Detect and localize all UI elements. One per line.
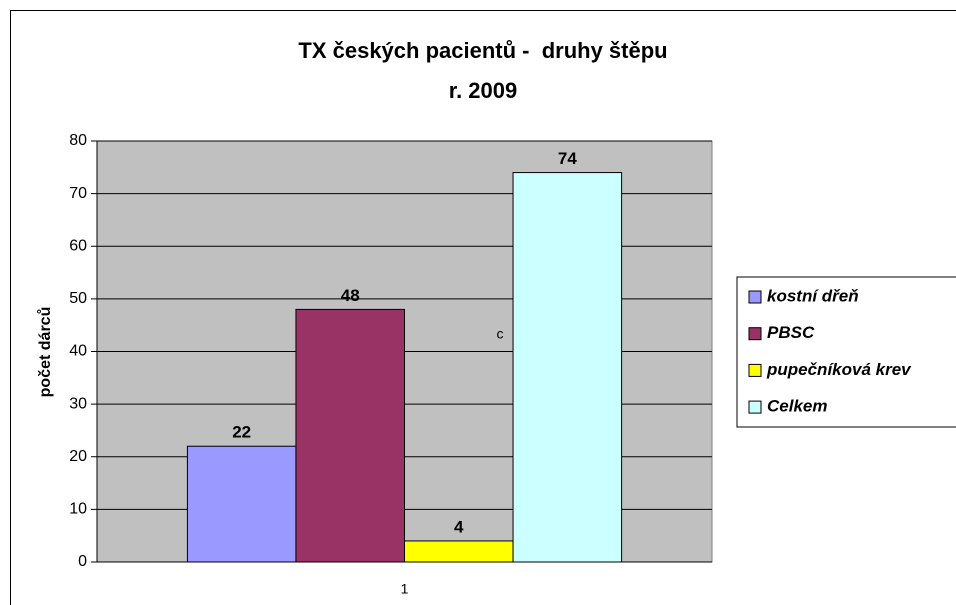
x-tick-label: 1 [401,581,409,597]
chart-title: TX českých pacientů - druhy štěpu [298,38,667,63]
y-tick-label: 10 [69,501,87,518]
data-label: 4 [454,517,464,536]
legend-label: PBSC [767,323,815,342]
bar [404,540,514,563]
bar [186,445,297,563]
bar [295,308,406,563]
annotation: c [497,326,504,342]
y-tick-label: 40 [69,343,87,360]
y-tick-label: 0 [78,553,87,570]
legend-swatch [748,327,762,341]
legend-swatch [748,363,762,377]
chart-subtitle: r. 2009 [449,78,518,103]
y-axis-label: počet dárců [37,307,54,398]
data-label: 74 [558,149,577,168]
data-label: 22 [232,423,251,442]
y-tick-label: 30 [69,395,87,412]
legend-label: Celkem [767,397,827,416]
data-label: 48 [341,286,360,305]
bar [512,172,623,563]
legend-label: pupečníková krev [766,360,912,379]
legend-label: kostní dřeň [767,286,859,305]
y-tick-label: 20 [69,448,87,465]
y-tick-label: 70 [69,185,87,202]
y-tick-label: 60 [69,237,87,254]
legend-swatch [748,290,762,304]
y-tick-label: 50 [69,290,87,307]
legend-swatch [748,400,762,414]
legend-box [736,276,956,428]
y-tick-label: 80 [69,132,87,149]
